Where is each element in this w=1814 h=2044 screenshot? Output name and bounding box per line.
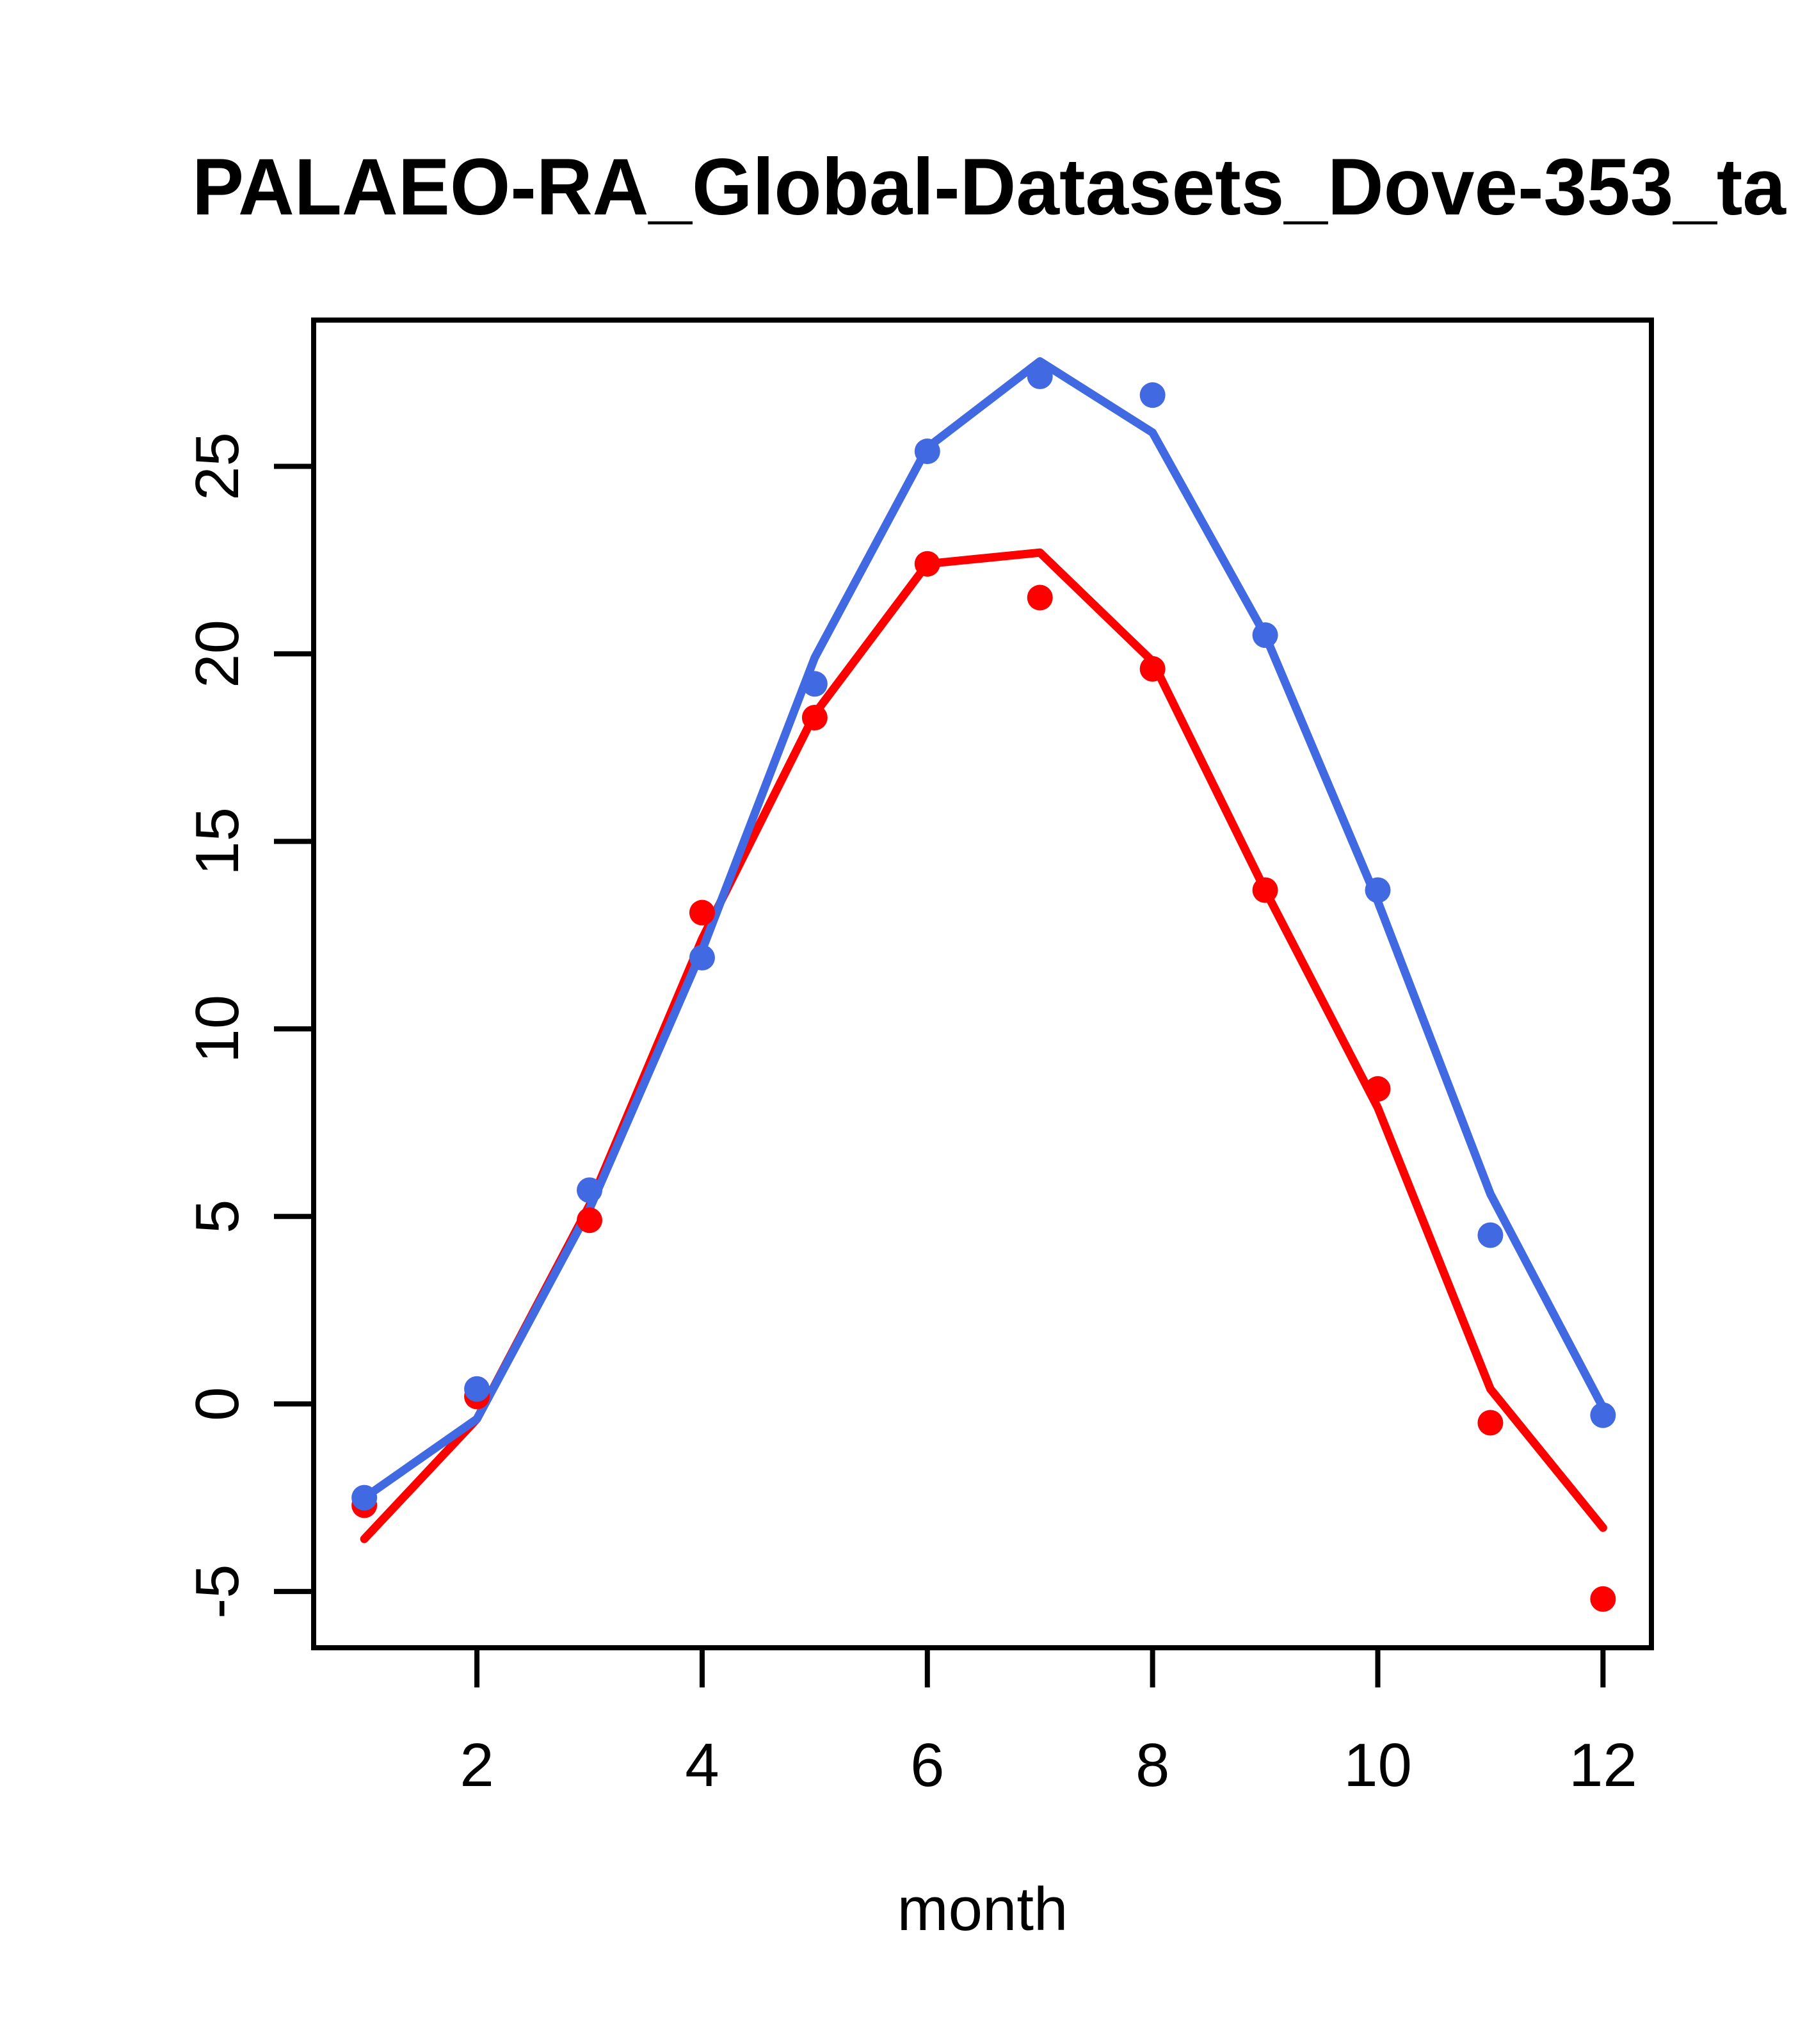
red-points-marker xyxy=(801,705,828,731)
blue-points-marker xyxy=(801,671,828,697)
x-axis-label: month xyxy=(897,1875,1068,1943)
plot-box xyxy=(311,318,1654,1650)
red-points-marker xyxy=(689,899,715,926)
x-tick-label: 8 xyxy=(1136,1731,1169,1799)
x-tick-label: 6 xyxy=(910,1731,944,1799)
y-tick-label: -5 xyxy=(183,1564,252,1618)
blue-points-marker xyxy=(1590,1402,1616,1428)
blue-points-marker xyxy=(577,1177,603,1203)
blue-points-marker xyxy=(1139,382,1166,408)
blue-points-marker xyxy=(1365,877,1391,903)
y-tick-label: 0 xyxy=(183,1387,252,1420)
red-points-marker xyxy=(1027,584,1053,611)
series-layer xyxy=(351,357,1616,1612)
blue-points-marker xyxy=(464,1376,490,1402)
y-tick-label: 5 xyxy=(183,1200,252,1234)
y-tick-label: 25 xyxy=(183,432,252,501)
x-tick-label: 2 xyxy=(460,1731,494,1799)
red-points-marker xyxy=(914,551,940,577)
red-points-marker xyxy=(1477,1410,1504,1436)
x-tick-label: 10 xyxy=(1344,1731,1412,1799)
red-points-marker xyxy=(1139,656,1166,682)
blue-points-marker xyxy=(1252,622,1278,648)
red-points-marker xyxy=(577,1207,603,1234)
y-tick-label: 15 xyxy=(183,807,252,876)
red-points-marker xyxy=(1365,1076,1391,1102)
x-axis: 2 4 6 8 10 12 xyxy=(460,1648,1637,1799)
red-points-marker xyxy=(1252,877,1278,903)
blue-points-marker xyxy=(689,944,715,970)
y-tick-label: 20 xyxy=(183,620,252,688)
red-points-marker xyxy=(1590,1586,1616,1612)
blue-points-marker xyxy=(914,439,940,465)
y-axis: -5 0 5 10 15 20 25 xyxy=(183,432,314,1619)
blue-points-marker xyxy=(1477,1222,1504,1248)
y-tick-label: 10 xyxy=(183,995,252,1063)
blue-points-marker xyxy=(351,1485,378,1511)
red-line xyxy=(360,548,1607,1543)
chart-title: PALAEO-RA_Global-Datasets_Dove-353_ta xyxy=(192,143,1786,232)
x-tick-label: 12 xyxy=(1569,1731,1637,1799)
blue-line xyxy=(360,357,1607,1502)
blue-points-marker xyxy=(1027,363,1053,389)
x-tick-label: 4 xyxy=(685,1731,719,1799)
